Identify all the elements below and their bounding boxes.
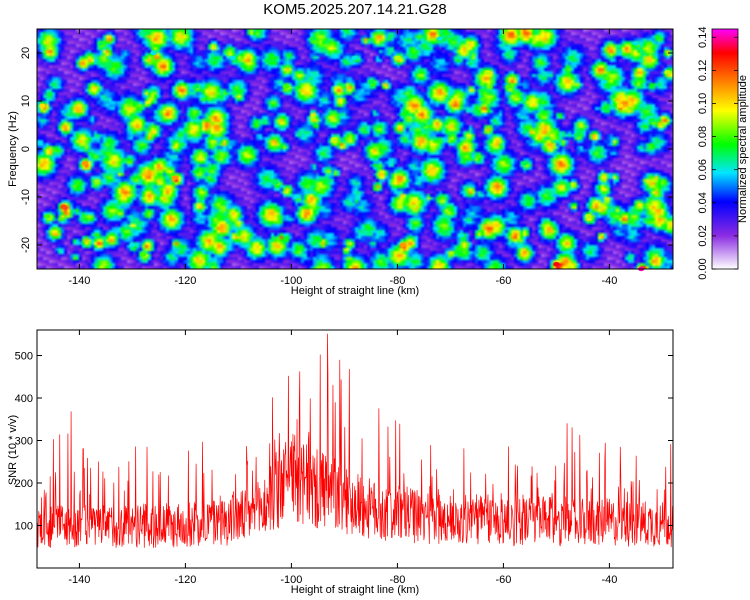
heatmap-x-label: Height of straight line (km) bbox=[291, 285, 419, 297]
heatmap-peak-8 bbox=[171, 175, 178, 180]
snr-y-tick-label: 400 bbox=[15, 393, 33, 405]
heatmap-peak-35 bbox=[648, 118, 655, 123]
snr-x-label: Height of straight line (km) bbox=[291, 584, 419, 596]
heatmap-peak-33 bbox=[632, 41, 640, 46]
snr-y-axis: 100 200 300 400 500 bbox=[15, 351, 673, 533]
heatmap-peak-6 bbox=[139, 252, 147, 257]
snr-y-tick-label: 200 bbox=[15, 478, 33, 490]
colorbar-tick-label: 0.10 bbox=[697, 93, 709, 114]
heatmap-peak-11 bbox=[229, 55, 237, 60]
heatmap-peak-9 bbox=[192, 84, 200, 89]
heatmap-peak-4 bbox=[97, 41, 104, 46]
colorbar-tick-label: 0.08 bbox=[697, 126, 709, 147]
heatmap-x-tick-label: -60 bbox=[495, 275, 511, 287]
heatmap-peak-18 bbox=[367, 79, 375, 85]
heatmap-peak-14 bbox=[293, 194, 300, 200]
heatmap-peak-36 bbox=[664, 70, 671, 75]
heatmap-peak-10 bbox=[208, 262, 216, 267]
heatmap-x-tick-label: -140 bbox=[68, 275, 90, 287]
heatmap-peak-22 bbox=[420, 122, 428, 128]
snr-y-tick-label: 300 bbox=[15, 436, 33, 448]
snr-x-tick-label: -120 bbox=[174, 574, 196, 586]
snr-x-tick-label: -100 bbox=[280, 574, 302, 586]
heatmap-peak-30 bbox=[585, 214, 592, 219]
heatmap-y-axis: -20 -10 0 10 20 bbox=[20, 47, 673, 253]
snr-x-tick-label: -40 bbox=[601, 574, 617, 586]
heatmap-peak-20 bbox=[399, 242, 406, 248]
colorbar-tick-label: 0.04 bbox=[697, 192, 709, 213]
figure-title: KOM5.2025.207.14.21.G28 bbox=[263, 1, 446, 18]
heatmap-peak-marks bbox=[39, 36, 671, 272]
heatmap-peak-32 bbox=[616, 103, 624, 109]
snr-panel: -140 -120 -100 -80 -60 -40 100 200 300 400 500 He… bbox=[7, 329, 674, 596]
snr-y-tick-label: 500 bbox=[15, 351, 33, 363]
heatmap-y-tick-label: 10 bbox=[20, 95, 32, 107]
heatmap-peak-1 bbox=[44, 214, 51, 219]
colorbar-tick-label: 0.14 bbox=[697, 27, 709, 48]
heatmap-x-tick-label: -80 bbox=[389, 275, 405, 287]
colorbar-tick-label: 0.02 bbox=[697, 225, 709, 246]
heatmap-peak-21 bbox=[410, 204, 417, 209]
heatmap-x-tick-label: -40 bbox=[601, 275, 617, 287]
colorbar-tick-label: 0.00 bbox=[697, 258, 709, 279]
snr-series-line bbox=[36, 333, 674, 549]
heatmap-peak-2 bbox=[60, 204, 67, 209]
colorbar-ticks: 0.00 0.02 0.04 0.06 0.08 0.10 0.12 0.14 bbox=[697, 27, 738, 280]
heatmap-peak-3 bbox=[81, 161, 88, 166]
heatmap-peak-0 bbox=[39, 103, 46, 109]
heatmap-y-tick-label: 20 bbox=[20, 47, 32, 59]
heatmap-x-tick-label: -120 bbox=[174, 275, 196, 287]
colorbar-tick-label: 0.12 bbox=[697, 60, 709, 81]
colorbar-gradient bbox=[711, 28, 739, 270]
heatmap-peak-27 bbox=[521, 161, 528, 166]
heatmap-peak-31 bbox=[600, 79, 608, 85]
heatmap-image bbox=[37, 29, 673, 269]
heatmap-peak-28 bbox=[553, 262, 560, 267]
heatmap-y-tick-label: 0 bbox=[20, 146, 32, 152]
colorbar-tick-label: 0.06 bbox=[697, 159, 709, 180]
snr-frame bbox=[36, 329, 674, 569]
snr-series bbox=[36, 333, 674, 549]
heatmap-raster bbox=[37, 29, 673, 269]
heatmap-peak-12 bbox=[272, 180, 279, 185]
snr-x-axis: -140 -120 -100 -80 -60 -40 bbox=[68, 330, 617, 586]
snr-y-tick-label: 100 bbox=[15, 521, 33, 533]
heatmap-peak-17 bbox=[351, 55, 359, 60]
heatmap-y-tick-label: -10 bbox=[20, 189, 32, 205]
colorbar: 0.00 0.02 0.04 0.06 0.08 0.10 0.12 0.14 Normali… bbox=[697, 27, 749, 280]
snr-x-tick-label: -60 bbox=[495, 574, 511, 586]
heatmap-x-axis: -140 -120 -100 -80 -60 -40 bbox=[68, 29, 617, 287]
snr-x-tick-label: -140 bbox=[68, 574, 90, 586]
heatmap-peak-13 bbox=[282, 84, 290, 89]
heatmap-peak-29 bbox=[574, 132, 581, 137]
heatmap-x-tick-label: -100 bbox=[280, 275, 302, 287]
heatmap-peak-23 bbox=[436, 36, 443, 41]
snr-y-label: SNR (10 * v/v) bbox=[7, 415, 19, 485]
colorbar-label: Normalized spectral amplitude bbox=[737, 75, 749, 223]
heatmap-peak-15 bbox=[309, 36, 316, 41]
heatmap-peak-5 bbox=[129, 242, 136, 248]
heatmap-peak-19 bbox=[394, 55, 401, 60]
heatmap-peak-26 bbox=[505, 84, 512, 89]
heatmap-peak-24 bbox=[457, 233, 465, 238]
heatmap-peak-7 bbox=[150, 50, 157, 56]
heatmap-y-label: Frequency (Hz) bbox=[7, 111, 19, 187]
heatmap-peak-16 bbox=[330, 137, 337, 142]
heatmap-peak-25 bbox=[484, 70, 491, 75]
heatmap-y-tick-label: -20 bbox=[20, 237, 32, 253]
snr-x-tick-label: -80 bbox=[389, 574, 405, 586]
